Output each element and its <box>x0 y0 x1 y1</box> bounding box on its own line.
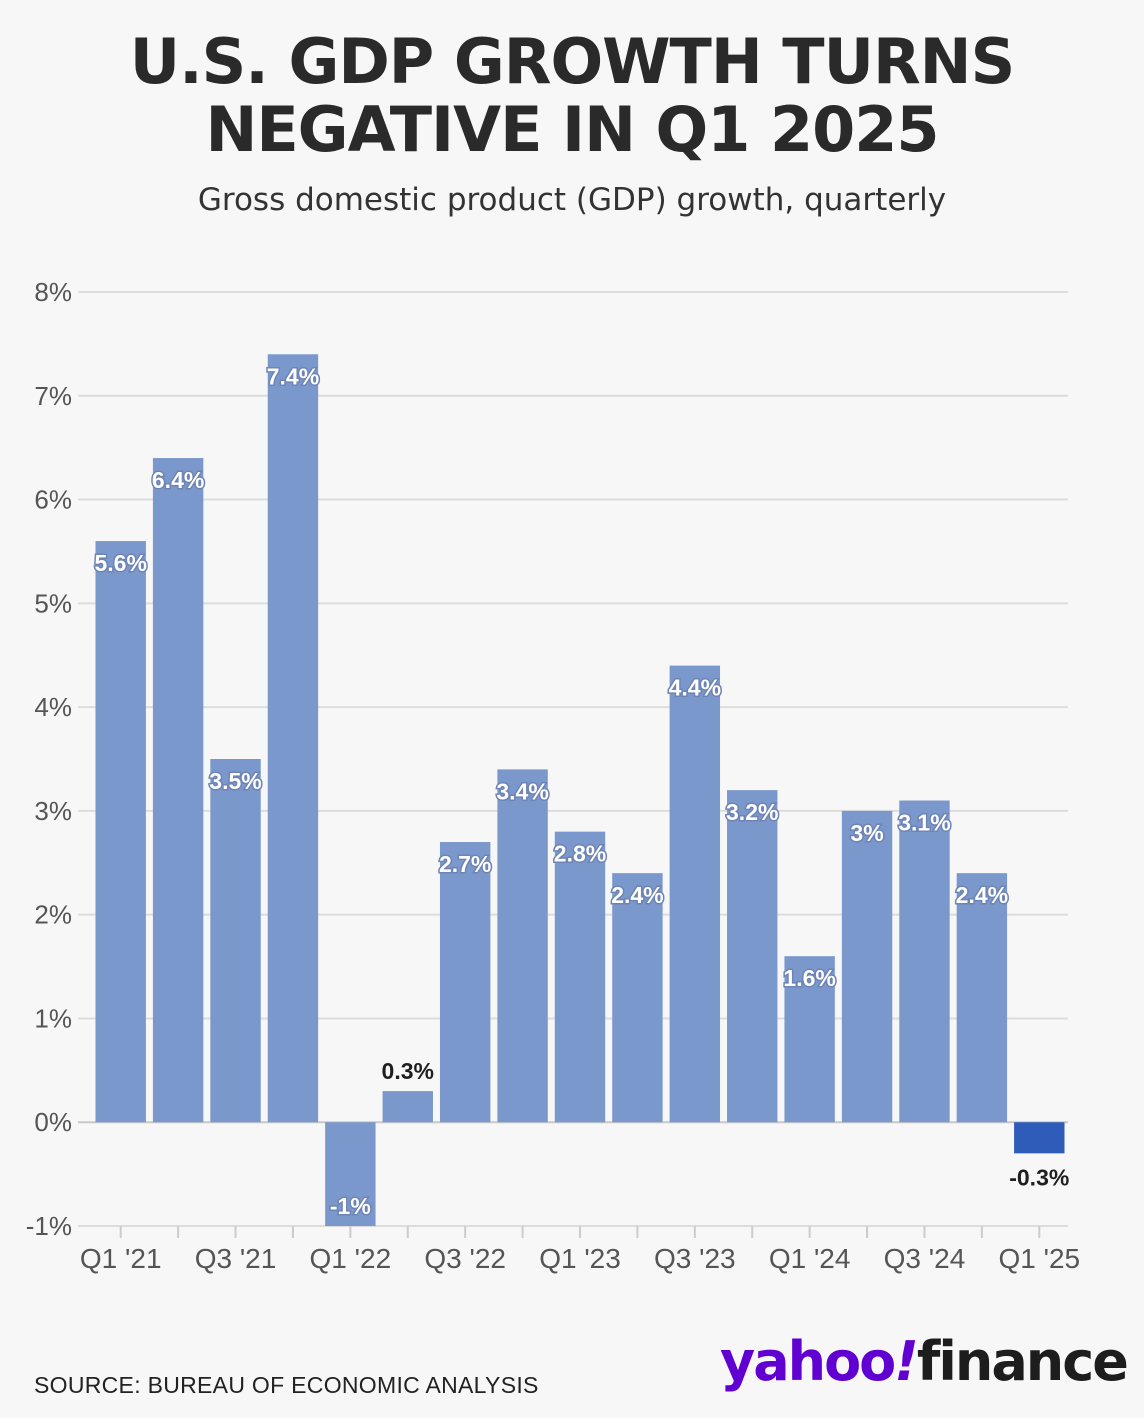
bar <box>152 458 204 1123</box>
data-label: 3.2% <box>726 799 778 825</box>
x-tick-label: Q3 '24 <box>884 1243 966 1274</box>
data-label: 3% <box>850 820 883 846</box>
bar <box>899 800 950 1123</box>
bar <box>267 354 319 1123</box>
x-tick-label: Q1 '23 <box>539 1243 621 1274</box>
data-label: 1.6% <box>783 965 835 991</box>
title-line-1: U.S. GDP GROWTH TURNS <box>129 25 1015 98</box>
bar <box>439 842 491 1123</box>
bar <box>1014 1122 1065 1154</box>
bar <box>325 1122 376 1226</box>
y-tick-label: 2% <box>34 900 72 930</box>
data-label: 3.5% <box>209 768 261 794</box>
bar <box>956 873 1008 1123</box>
gdp-bar-chart: -1% 0% 1% 2% 3% 4% 5% 6% 7% 8% Q1 '21 Q3 '21 Q1 '22 Q… <box>26 277 1080 1274</box>
y-tick-label: 8% <box>34 277 72 307</box>
yahoo-finance-logo: yahoo!finance <box>720 1330 1129 1393</box>
source-note: SOURCE: BUREAU OF ECONOMIC ANALYSIS <box>34 1372 539 1398</box>
data-label: 3.1% <box>898 810 950 836</box>
bar <box>554 831 606 1123</box>
logo-bang: ! <box>894 1330 919 1393</box>
data-label: 6.4% <box>152 467 204 493</box>
y-tick-label: 3% <box>34 796 72 826</box>
bar <box>95 541 146 1123</box>
chart-title: U.S. GDP GROWTH TURNS NEGATIVE IN Q1 202… <box>0 28 1144 164</box>
x-tick-label: Q3 '21 <box>195 1243 277 1274</box>
title-line-2: NEGATIVE IN Q1 2025 <box>205 93 939 166</box>
bar <box>727 790 778 1123</box>
bar <box>784 956 835 1123</box>
x-tick-label: Q1 '25 <box>998 1243 1080 1274</box>
bar <box>841 810 893 1123</box>
bar <box>497 769 548 1123</box>
data-label: 3.4% <box>496 778 548 804</box>
data-label: 2.8% <box>554 841 606 867</box>
logo-finance-text: finance <box>916 1330 1129 1393</box>
logo-yahoo-text: yahoo <box>720 1330 896 1393</box>
y-tick-label: 4% <box>34 692 72 722</box>
data-label: -0.3% <box>1009 1164 1069 1190</box>
y-tick-label: 6% <box>34 485 72 515</box>
data-label: 7.4% <box>267 363 319 389</box>
data-label: 4.4% <box>669 675 721 701</box>
bar <box>669 665 721 1123</box>
x-tick-label: Q1 '21 <box>80 1243 162 1274</box>
x-tick-label: Q1 '24 <box>769 1243 851 1274</box>
chart-subtitle: Gross domestic product (GDP) growth, qua… <box>197 182 947 218</box>
bar <box>382 1091 433 1123</box>
x-tick-label: Q1 '22 <box>310 1243 392 1274</box>
data-label: 5.6% <box>94 550 146 576</box>
bar <box>612 873 663 1123</box>
data-label: 2.4% <box>611 882 663 908</box>
bar <box>210 759 261 1123</box>
y-tick-label: 0% <box>34 1107 72 1137</box>
y-tick-label: 1% <box>34 1003 72 1033</box>
data-label: -1% <box>330 1193 371 1219</box>
y-tick-label: 5% <box>34 588 72 618</box>
data-label: 0.3% <box>382 1058 434 1084</box>
y-tick-label: 7% <box>34 381 72 411</box>
data-label: 2.7% <box>439 851 491 877</box>
data-label: 2.4% <box>956 882 1008 908</box>
y-tick-label: -1% <box>26 1211 72 1241</box>
x-tick-label: Q3 '23 <box>654 1243 736 1274</box>
x-tick-label: Q3 '22 <box>424 1243 506 1274</box>
